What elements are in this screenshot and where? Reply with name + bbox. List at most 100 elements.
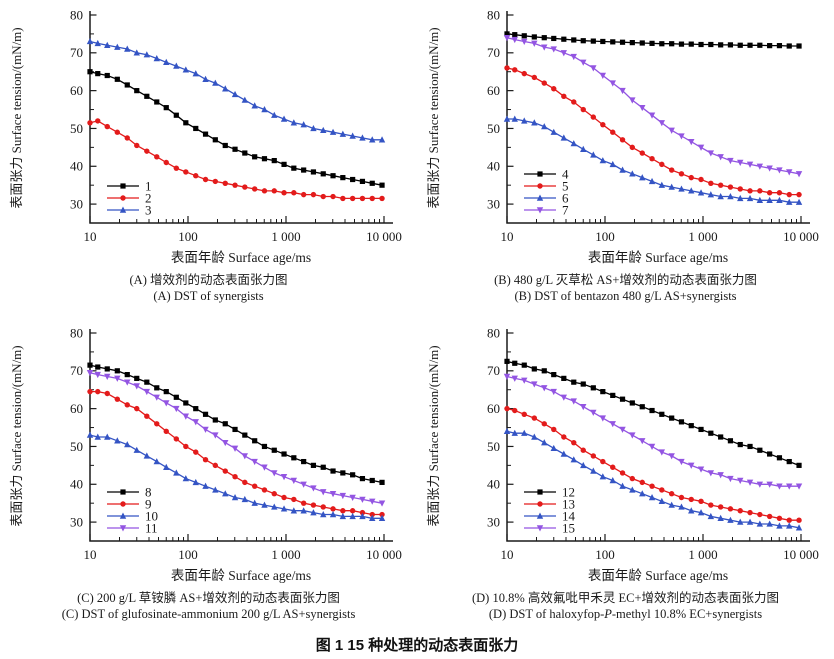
axes xyxy=(506,329,810,542)
plot-A: 30 40 50 60 70 80 10 100 1 000 10 000 表面年龄 Surface… xyxy=(9,7,402,265)
x-axis-ticks: 10 100 1 000 10 000 xyxy=(501,534,819,562)
series-7 xyxy=(503,34,803,178)
panel-D-caption-zh: (D) 10.8% 高效氟吡甲禾灵 EC+增效剂的动态表面张力图 xyxy=(471,591,780,605)
y-tick-label: 30 xyxy=(487,196,500,211)
x-axis-ticks: 10 100 1 000 10 000 xyxy=(84,534,402,562)
series-1-line xyxy=(89,71,383,186)
panel-D: 30 40 50 60 70 80 10 100 1 000 10 000 表面年龄 Surface… xyxy=(417,318,834,622)
y-tick-label: 50 xyxy=(487,439,500,454)
chart-panel-B: 30 40 50 60 70 80 10 100 1 000 10 000 表面年龄 Surface… xyxy=(426,7,819,265)
legend-label: 4 xyxy=(562,166,569,181)
panel-B: 30 40 50 60 70 80 10 100 1 000 10 000 表面年龄 Surface… xyxy=(417,0,834,304)
legend-label: 7 xyxy=(562,202,569,217)
x-tick-label: 10 000 xyxy=(366,547,402,562)
y-axis-ticks: 30 40 50 60 70 80 xyxy=(487,7,514,211)
x-tick-label: 10 000 xyxy=(783,547,819,562)
x-tick-label: 100 xyxy=(595,229,615,244)
y-tick-label: 30 xyxy=(70,514,83,529)
panel-A-caption-en: (A) DST of synergists xyxy=(0,289,417,305)
series-13 xyxy=(504,405,802,523)
x-tick-label: 10 xyxy=(501,229,514,244)
series-11 xyxy=(86,370,386,507)
legend-label: 12 xyxy=(562,484,575,499)
y-axis-ticks: 30 40 50 60 70 80 xyxy=(70,7,97,211)
panel-B-caption-en: (B) DST of bentazon 480 g/L AS+synergist… xyxy=(417,289,834,305)
axes xyxy=(89,11,393,224)
legend-label: 6 xyxy=(562,190,569,205)
y-tick-label: 60 xyxy=(70,83,83,98)
x-tick-label: 10 000 xyxy=(366,229,402,244)
legend-label: 3 xyxy=(145,202,152,217)
x-axis-ticks: 10 100 1 000 10 000 xyxy=(84,216,402,244)
chart-panel-C: 30 40 50 60 70 80 10 100 1 000 10 000 表面年龄 Surface… xyxy=(9,325,402,583)
series-15 xyxy=(503,373,803,490)
y-tick-label: 70 xyxy=(487,363,500,378)
y-axis-ticks: 30 40 50 60 70 80 xyxy=(70,325,97,529)
x-tick-label: 10 xyxy=(84,229,97,244)
legend-label: 2 xyxy=(145,190,152,205)
panel-D-caption-en: (D) DST of haloxyfop-P-methyl 10.8% EC+s… xyxy=(417,607,834,623)
series-10 xyxy=(86,431,386,522)
y-tick-label: 30 xyxy=(70,196,83,211)
legend-label: 15 xyxy=(562,520,575,535)
y-tick-label: 80 xyxy=(70,7,83,22)
legend-label: 11 xyxy=(145,520,158,535)
plot-B: 30 40 50 60 70 80 10 100 1 000 10 000 表面年龄 Surface… xyxy=(426,7,819,265)
y-tick-label: 70 xyxy=(487,45,500,60)
legend-label: 9 xyxy=(145,496,152,511)
series-12 xyxy=(504,358,802,468)
x-axis-label: 表面年龄 Surface age/ms xyxy=(588,568,728,583)
series-4 xyxy=(504,31,802,49)
y-tick-label: 70 xyxy=(70,363,83,378)
y-tick-label: 40 xyxy=(70,159,83,174)
series-14 xyxy=(503,427,803,531)
x-axis-label: 表面年龄 Surface age/ms xyxy=(171,568,311,583)
y-tick-label: 60 xyxy=(70,401,83,416)
legend-label: 14 xyxy=(562,508,576,523)
y-tick-label: 60 xyxy=(487,401,500,416)
x-tick-label: 1 000 xyxy=(688,229,717,244)
y-tick-label: 60 xyxy=(487,83,500,98)
series-6 xyxy=(503,115,803,205)
y-tick-label: 50 xyxy=(70,439,83,454)
series-2 xyxy=(87,118,385,202)
y-tick-label: 40 xyxy=(487,477,500,492)
y-tick-label: 40 xyxy=(487,159,500,174)
series-1 xyxy=(87,69,385,188)
x-tick-label: 100 xyxy=(595,547,615,562)
x-tick-label: 100 xyxy=(178,229,198,244)
caption-italic: P xyxy=(604,606,612,621)
series-12-line xyxy=(506,360,800,467)
plot-D: 30 40 50 60 70 80 10 100 1 000 10 000 表面年龄 Surface… xyxy=(426,325,819,583)
panel-C-caption-en: (C) DST of glufosinate-ammonium 200 g/L … xyxy=(0,607,417,623)
series-9 xyxy=(87,388,385,518)
series-8-line xyxy=(89,364,383,484)
x-tick-label: 1 000 xyxy=(688,547,717,562)
x-axis-label: 表面年龄 Surface age/ms xyxy=(171,250,311,265)
caption-text: (A) DST of synergists xyxy=(153,288,264,303)
y-tick-label: 30 xyxy=(487,514,500,529)
axes xyxy=(89,329,393,542)
chart-panel-A: 30 40 50 60 70 80 10 100 1 000 10 000 表面年龄 Surface… xyxy=(9,7,402,265)
y-tick-label: 80 xyxy=(487,325,500,340)
panel-C-caption-zh: (C) 200 g/L 草铵膦 AS+增效剂的动态表面张力图 xyxy=(77,591,340,605)
legend-label: 8 xyxy=(145,484,152,499)
plot-C: 30 40 50 60 70 80 10 100 1 000 10 000 表面年龄 Surface… xyxy=(9,325,402,583)
y-tick-label: 40 xyxy=(70,477,83,492)
figure-title: 图 1 15 种处理的动态表面张力 xyxy=(315,637,519,654)
chart-panel-D: 30 40 50 60 70 80 10 100 1 000 10 000 表面年龄 Surface… xyxy=(426,325,819,583)
series-11-line xyxy=(89,372,383,504)
y-tick-label: 70 xyxy=(70,45,83,60)
x-tick-label: 10 xyxy=(84,547,97,562)
caption-text: (C) DST of glufosinate-ammonium 200 g/L … xyxy=(61,606,356,621)
y-axis-label: 表面张力 Surface tension/(mN/m) xyxy=(9,345,24,526)
x-axis-label: 表面年龄 Surface age/ms xyxy=(588,250,728,265)
y-axis-label: 表面张力 Surface tension/(mN/m) xyxy=(9,27,24,208)
series-8 xyxy=(87,362,385,485)
panel-B-caption-zh: (B) 480 g/L 灭草松 AS+增效剂的动态表面张力图 xyxy=(494,273,757,287)
panel-A: 30 40 50 60 70 80 10 100 1 000 10 000 表面年龄 Surface… xyxy=(0,0,417,304)
x-tick-label: 1 000 xyxy=(271,547,300,562)
